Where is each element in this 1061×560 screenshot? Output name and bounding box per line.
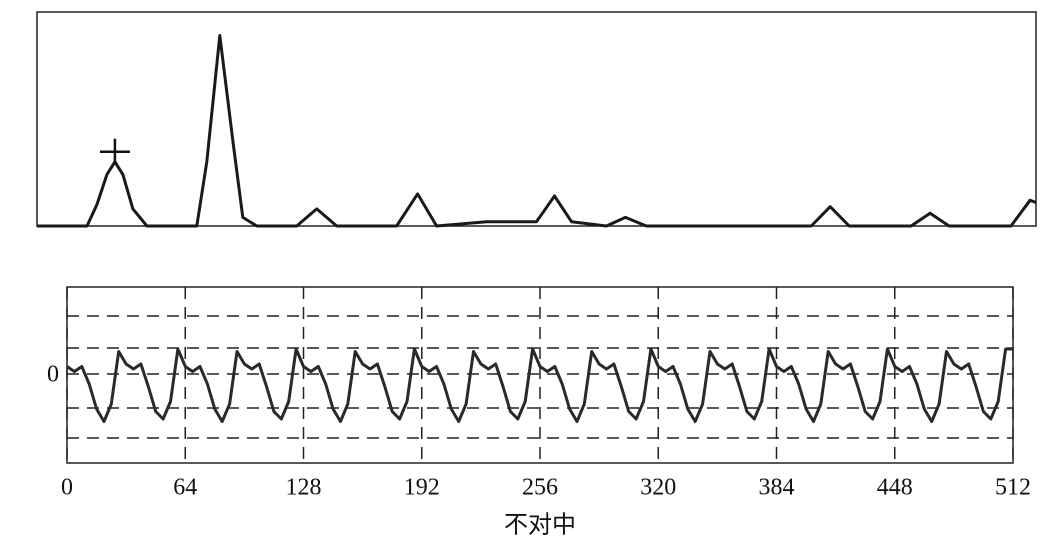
x-tick-label: 128 [286,475,322,501]
x-tick-label: 320 [640,475,676,501]
x-tick-label: 192 [404,475,440,501]
x-axis-label: 不对中 [504,512,576,539]
x-tick-label: 512 [995,475,1031,501]
top-frame [36,11,1037,227]
x-tick-label: 448 [877,475,913,501]
x-tick-label: 384 [759,475,795,501]
x-tick-label: 0 [61,475,73,501]
y-tick-label: 0 [47,362,59,388]
peak-marker [99,138,130,165]
x-tick-label: 64 [173,475,197,501]
data-line [66,347,1013,423]
data-line [37,34,1037,228]
x-tick-label: 256 [522,475,558,501]
